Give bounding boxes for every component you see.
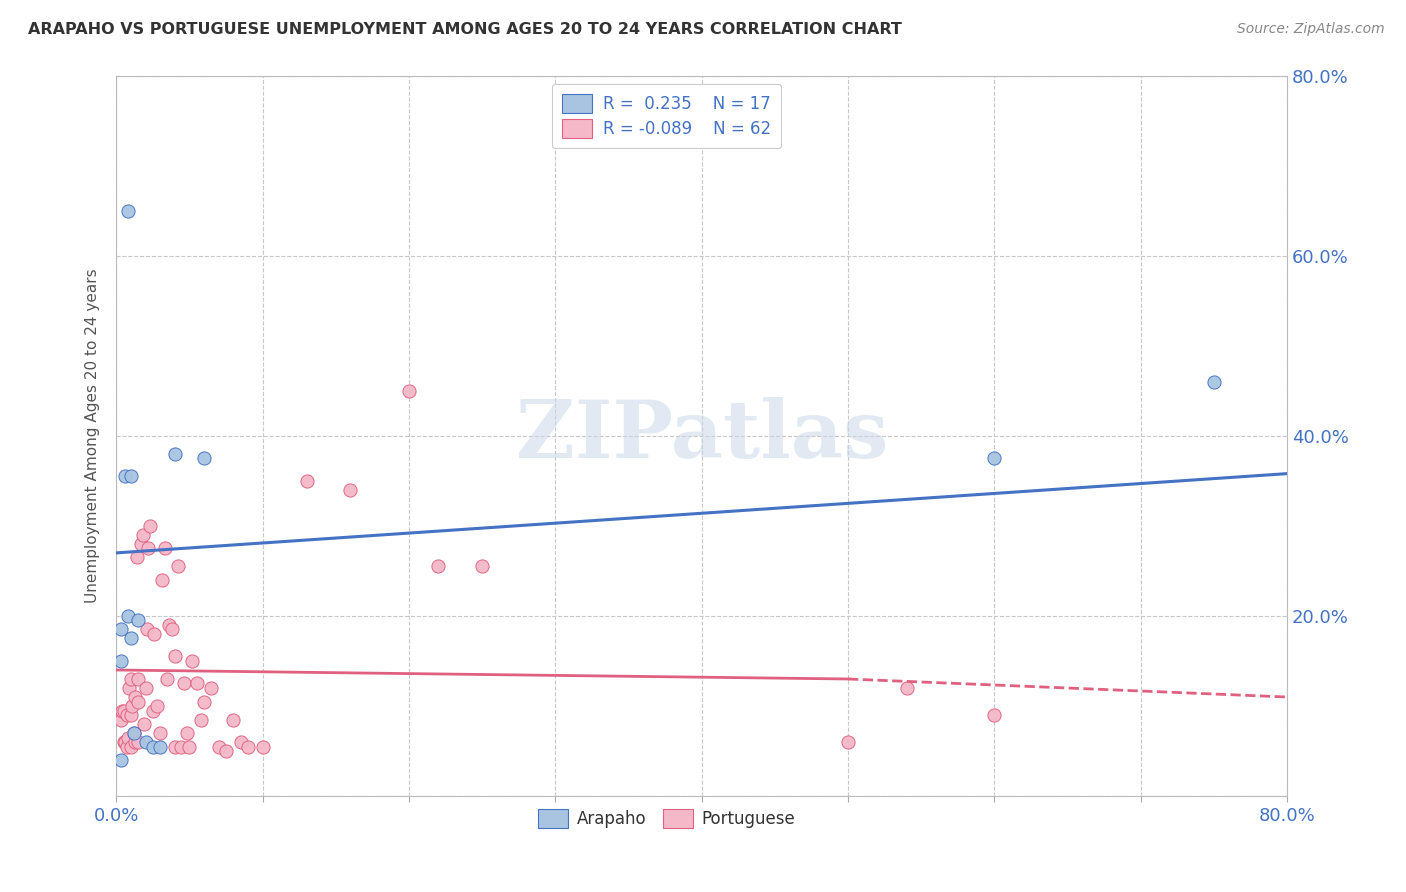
Point bbox=[110, 623, 132, 637]
Point bbox=[132, 717, 155, 731]
Point bbox=[837, 735, 859, 749]
Point bbox=[127, 735, 149, 749]
Point bbox=[149, 726, 172, 740]
Point bbox=[117, 203, 139, 218]
Point bbox=[163, 447, 186, 461]
Point bbox=[1202, 375, 1225, 389]
Point bbox=[118, 681, 141, 695]
Point bbox=[146, 698, 169, 713]
Point bbox=[295, 474, 318, 488]
Point bbox=[160, 623, 183, 637]
Point bbox=[122, 726, 145, 740]
Point bbox=[120, 632, 142, 646]
Text: ARAPAHO VS PORTUGUESE UNEMPLOYMENT AMONG AGES 20 TO 24 YEARS CORRELATION CHART: ARAPAHO VS PORTUGUESE UNEMPLOYMENT AMONG… bbox=[28, 22, 903, 37]
Point bbox=[176, 726, 198, 740]
Point bbox=[983, 451, 1005, 466]
Point bbox=[236, 739, 259, 754]
Point bbox=[157, 618, 180, 632]
Point bbox=[125, 550, 148, 565]
Point bbox=[121, 698, 143, 713]
Point bbox=[114, 469, 136, 483]
Text: Source: ZipAtlas.com: Source: ZipAtlas.com bbox=[1237, 22, 1385, 37]
Point bbox=[127, 672, 149, 686]
Point bbox=[138, 541, 160, 556]
Point bbox=[143, 627, 166, 641]
Point bbox=[136, 623, 159, 637]
Point bbox=[229, 735, 252, 749]
Point bbox=[169, 739, 191, 754]
Point bbox=[181, 654, 204, 668]
Point bbox=[252, 739, 274, 754]
Point bbox=[110, 713, 132, 727]
Point bbox=[117, 609, 139, 624]
Point bbox=[215, 744, 238, 758]
Legend: Arapaho, Portuguese: Arapaho, Portuguese bbox=[531, 802, 801, 835]
Point bbox=[222, 713, 245, 727]
Point bbox=[166, 559, 188, 574]
Point bbox=[115, 739, 138, 754]
Point bbox=[150, 573, 173, 587]
Point bbox=[139, 519, 162, 533]
Point bbox=[896, 681, 918, 695]
Point bbox=[208, 739, 231, 754]
Point bbox=[398, 384, 420, 398]
Point bbox=[200, 681, 222, 695]
Point bbox=[339, 483, 361, 497]
Point bbox=[127, 614, 149, 628]
Point bbox=[120, 708, 142, 723]
Point bbox=[471, 559, 494, 574]
Point bbox=[135, 735, 157, 749]
Point bbox=[124, 690, 146, 704]
Point bbox=[153, 541, 176, 556]
Point bbox=[110, 654, 132, 668]
Point bbox=[193, 451, 215, 466]
Point bbox=[111, 704, 134, 718]
Point bbox=[156, 672, 179, 686]
Point bbox=[114, 735, 136, 749]
Point bbox=[120, 469, 142, 483]
Point bbox=[149, 739, 172, 754]
Point bbox=[142, 704, 165, 718]
Point bbox=[112, 735, 135, 749]
Point bbox=[115, 708, 138, 723]
Point bbox=[173, 676, 195, 690]
Point bbox=[117, 731, 139, 745]
Point bbox=[190, 713, 212, 727]
Point bbox=[427, 559, 450, 574]
Point bbox=[186, 676, 208, 690]
Point bbox=[120, 672, 142, 686]
Point bbox=[120, 739, 142, 754]
Y-axis label: Unemployment Among Ages 20 to 24 years: Unemployment Among Ages 20 to 24 years bbox=[86, 268, 100, 603]
Point bbox=[110, 753, 132, 767]
Point bbox=[127, 694, 149, 708]
Point bbox=[122, 726, 145, 740]
Text: ZIPatlas: ZIPatlas bbox=[516, 397, 887, 475]
Point bbox=[163, 739, 186, 754]
Point bbox=[983, 708, 1005, 723]
Point bbox=[142, 739, 165, 754]
Point bbox=[163, 649, 186, 664]
Point bbox=[124, 735, 146, 749]
Point bbox=[131, 528, 153, 542]
Point bbox=[112, 704, 135, 718]
Point bbox=[179, 739, 201, 754]
Point bbox=[193, 694, 215, 708]
Point bbox=[129, 537, 152, 551]
Point bbox=[135, 681, 157, 695]
